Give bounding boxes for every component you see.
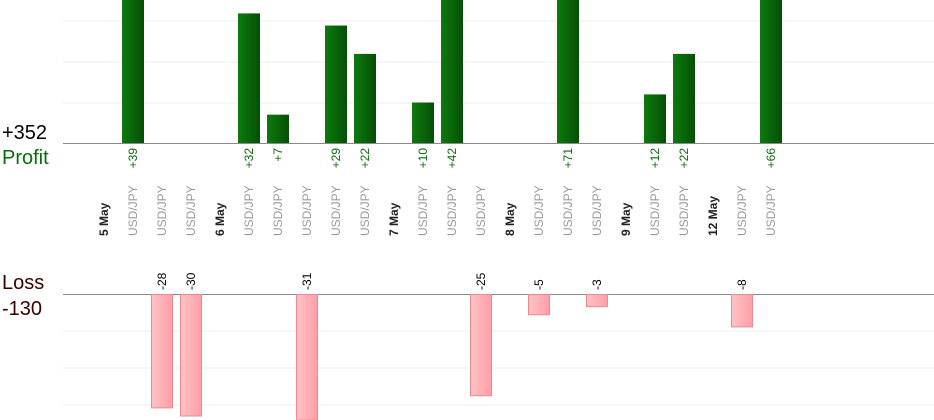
profit-value-label: +39 [126, 148, 140, 169]
category-label: USD/JPY [590, 185, 604, 236]
category-label: USD/JPY [474, 185, 488, 236]
loss-value-label: -30 [184, 272, 198, 290]
category-label: USD/JPY [648, 185, 662, 236]
profit-value-label: +66 [764, 148, 778, 169]
profit-value-label: +42 [445, 148, 459, 169]
category-label: USD/JPY [300, 185, 314, 236]
profit-bar [267, 114, 289, 143]
category-label: USD/JPY [358, 185, 372, 236]
profit-bar [412, 102, 434, 143]
profit-bar [238, 13, 260, 144]
value-labels: +39 -28 -30 +32 +7 -31 +29 +22 +10 +42 -25 -5 +71 -3 +… [126, 148, 778, 290]
loss-bar [528, 294, 550, 316]
loss-value-label: -25 [474, 272, 488, 290]
gridlines [63, 20, 934, 406]
profit-value-label: +12 [648, 148, 662, 169]
category-label: USD/JPY [445, 185, 459, 236]
category-label: USD/JPY [155, 185, 169, 236]
date-label: 9 May [619, 202, 633, 236]
loss-bar [470, 294, 492, 397]
date-label: 8 May [503, 202, 517, 236]
loss-bar [180, 294, 202, 417]
loss-value-label: -8 [735, 279, 749, 290]
category-label: USD/JPY [242, 185, 256, 236]
date-label: 6 May [213, 202, 227, 236]
profit-value-label: +22 [677, 148, 691, 169]
profit-bar [325, 25, 347, 143]
profit-bar [673, 53, 695, 143]
profit-value-label: +32 [242, 148, 256, 169]
profit-bar [441, 0, 463, 144]
category-label: USD/JPY [329, 185, 343, 236]
profit-value-label: +29 [329, 148, 343, 169]
category-label: USD/JPY [532, 185, 546, 236]
profit-value-label: +7 [271, 148, 285, 162]
profit-bar [644, 94, 666, 143]
category-label: USD/JPY [735, 185, 749, 236]
profit-value-label: +71 [561, 148, 575, 169]
date-label: 12 May [706, 196, 720, 236]
category-labels: 5 May USD/JPY USD/JPY USD/JPY 6 May USD/JPY US… [97, 185, 778, 236]
loss-value-label: -5 [532, 279, 546, 290]
category-label: USD/JPY [126, 185, 140, 236]
loss-value-label: -3 [590, 279, 604, 290]
category-label: USD/JPY [416, 185, 430, 236]
category-label: USD/JPY [764, 185, 778, 236]
date-label: 5 May [97, 202, 111, 236]
profit-value-label: +22 [358, 148, 372, 169]
category-label: USD/JPY [677, 185, 691, 236]
loss-bar [296, 294, 318, 420]
profit-bar [122, 0, 144, 143]
profit-bar [557, 0, 579, 143]
loss-bar [586, 294, 608, 308]
bars [122, 0, 782, 420]
loss-value-label: -31 [300, 272, 314, 290]
profit-total: +352 [2, 122, 47, 144]
profit-bar [760, 0, 782, 143]
category-label: USD/JPY [184, 185, 198, 236]
profit-label: Profit [2, 147, 49, 169]
profit-bar [354, 53, 376, 143]
date-label: 7 May [387, 202, 401, 236]
loss-total: -130 [2, 298, 42, 320]
loss-bar [151, 294, 173, 409]
loss-bar [731, 294, 753, 328]
loss-value-label: -28 [155, 272, 169, 290]
profit-value-label: +10 [416, 148, 430, 169]
category-label: USD/JPY [561, 185, 575, 236]
category-label: USD/JPY [271, 185, 285, 236]
loss-label: Loss [2, 272, 44, 294]
